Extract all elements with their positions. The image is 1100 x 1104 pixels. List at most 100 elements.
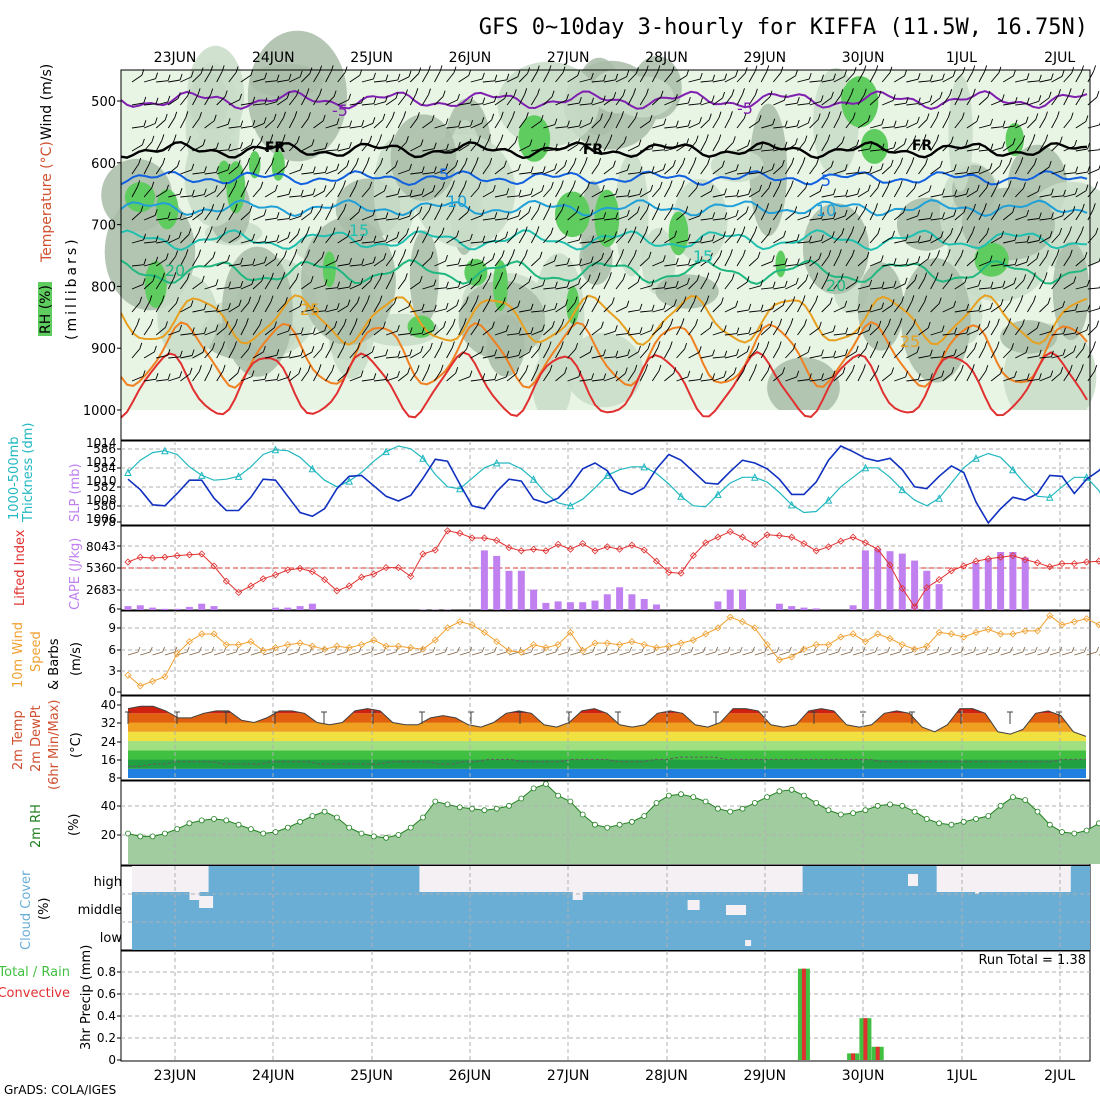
cape-bar — [284, 608, 291, 610]
rh2m-marker — [863, 808, 868, 813]
precip-conv-bar — [851, 1053, 855, 1060]
thickness-label-a: 1000-500mb — [7, 436, 22, 520]
cape-bar — [788, 606, 795, 610]
pressure-tick-label: 900 — [91, 342, 116, 357]
cape-bar — [936, 584, 943, 610]
rh2m-marker — [334, 815, 339, 820]
cape-bar — [211, 606, 218, 610]
cape-label: CAPE (J/kg) — [68, 538, 83, 610]
top-date-label: 26JUN — [449, 50, 492, 66]
tick-label: 0 — [108, 685, 116, 699]
rh2m-marker — [248, 827, 253, 832]
millibars-label: (millibars) — [64, 236, 80, 340]
temp-band — [121, 760, 1090, 769]
tick-label: 3 — [108, 583, 116, 597]
top-date-label: 2JUL — [1044, 50, 1075, 66]
rh2m-marker — [986, 814, 991, 819]
rh2m-marker — [974, 816, 979, 821]
cloud-level-middle: middle — [78, 903, 122, 918]
rh2m-marker — [1023, 798, 1028, 803]
rh2m-marker — [556, 793, 561, 798]
cape-bar — [518, 571, 525, 610]
bottom-date-label: 25JUN — [350, 1068, 393, 1084]
cloud-patch — [573, 892, 583, 900]
cape-bar — [493, 556, 500, 610]
cape-bar — [874, 549, 881, 610]
cape-bar — [309, 604, 316, 610]
bottom-date-label: 2JUL — [1044, 1068, 1075, 1084]
cape-bar — [530, 590, 537, 610]
pressure-tick-label: 600 — [91, 157, 116, 172]
rh2m-marker — [801, 793, 806, 798]
rh2m-marker — [408, 825, 413, 830]
precip-conv-label: Convective — [0, 986, 70, 1001]
isotherm-label: 5 — [821, 171, 831, 190]
wind10m-label-a: 10m Wind — [11, 622, 26, 688]
rh2m-marker — [752, 800, 757, 805]
rh2m-marker — [937, 821, 942, 826]
rh2m-marker — [654, 800, 659, 805]
rh2m-marker — [138, 834, 143, 839]
cloud-level-low: low — [100, 931, 123, 946]
freezing-label: FR — [265, 140, 286, 156]
cape-bar — [727, 590, 734, 610]
cape-bar — [813, 608, 820, 610]
tick-label: 0.8 — [97, 965, 116, 979]
isotherm-label: 10 — [816, 201, 836, 220]
tick-label: 32 — [101, 716, 116, 730]
rh2m-label: 2m RH — [29, 804, 44, 848]
temp-band — [121, 732, 1090, 741]
rh2m-marker — [703, 799, 708, 804]
cloud-units: (%) — [37, 898, 52, 921]
rh2m-units: (%) — [67, 814, 82, 837]
cape-bar — [973, 563, 980, 610]
rh2m-marker — [531, 786, 536, 791]
cape-bar — [776, 604, 783, 610]
bottom-date-label: 1JUL — [946, 1068, 977, 1084]
rh2m-marker — [212, 816, 217, 821]
cape-bar — [567, 602, 574, 610]
rh2m-marker — [457, 805, 462, 810]
rh2m-marker — [1096, 821, 1100, 826]
isotherm-label: 10 — [447, 192, 467, 211]
tick-label: 20 — [101, 828, 116, 842]
cloud-patch — [908, 874, 918, 886]
rh2m-marker — [359, 831, 364, 836]
cape-bar — [137, 605, 144, 610]
isotherm-label: 25 — [300, 300, 320, 319]
rh2m-marker — [666, 793, 671, 798]
bottom-date-label: 28JUN — [645, 1068, 688, 1084]
rh2m-marker — [593, 822, 598, 827]
temp-band — [121, 769, 1090, 778]
cape-bar — [506, 571, 513, 610]
tick-label: 9 — [108, 621, 116, 635]
freezing-label: FR — [912, 138, 933, 154]
rh2m-marker — [814, 800, 819, 805]
rh2m-marker — [605, 825, 610, 830]
rh2m-marker — [949, 822, 954, 827]
rh2m-marker — [998, 803, 1003, 808]
wind-label: Wind (m/s) — [39, 64, 55, 140]
rh-blob-green — [323, 251, 336, 287]
cape-bar — [628, 594, 635, 610]
top-date-label: 30JUN — [842, 50, 885, 66]
wind10m-units: (m/s) — [69, 642, 84, 676]
slp-label: SLP (mb) — [68, 463, 83, 522]
rh2m-marker — [568, 799, 573, 804]
cape-bar — [481, 550, 488, 610]
cape-tick-label: 268 — [86, 583, 109, 597]
cloud-high-cell — [419, 866, 802, 892]
cape-bar — [899, 554, 906, 610]
lifted-index-label: Lifted Index — [13, 529, 28, 606]
cape-bar — [198, 604, 205, 610]
cape-tick-label: 536 — [86, 561, 109, 575]
rh2m-marker — [285, 825, 290, 830]
rh2m-marker — [494, 806, 499, 811]
chart-title: GFS 0~10day 3-hourly for KIFFA (11.5W, 1… — [479, 15, 1088, 40]
isotherm-label: -5 — [332, 101, 348, 120]
isotherm-label: 25 — [900, 332, 920, 351]
rh-blob-green — [125, 182, 155, 212]
